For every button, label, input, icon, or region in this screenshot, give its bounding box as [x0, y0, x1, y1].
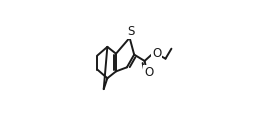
Text: S: S: [128, 25, 135, 38]
Text: O: O: [152, 47, 161, 60]
Text: O: O: [144, 66, 154, 79]
